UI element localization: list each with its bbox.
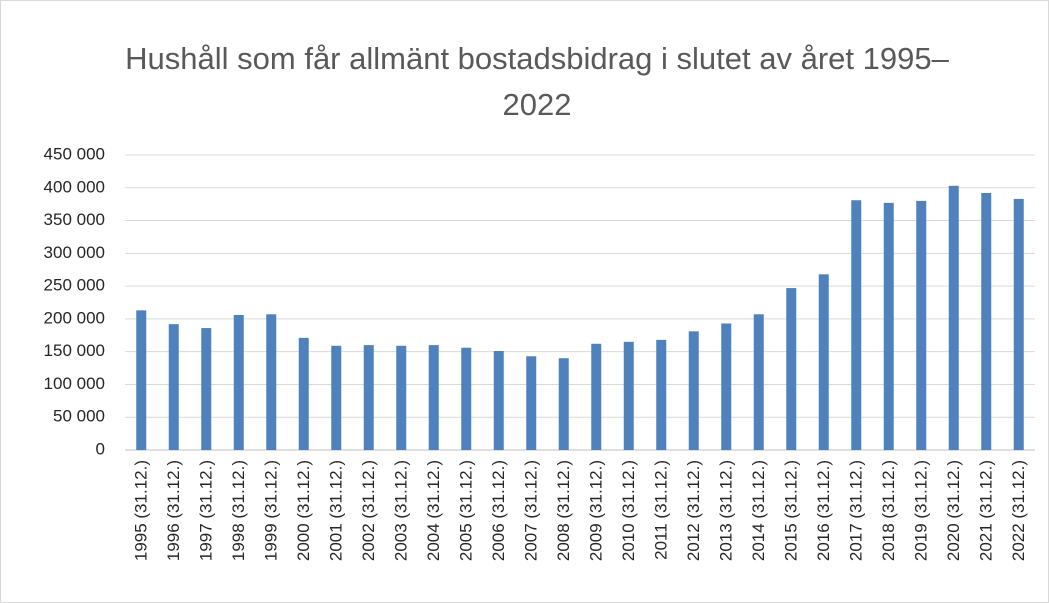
x-tick-label: 2003 (31.12.) (392, 460, 411, 561)
bar (753, 314, 764, 450)
bar (331, 345, 342, 450)
y-tick-label: 300 000 (44, 243, 105, 262)
x-tick-label: 1997 (31.12.) (197, 460, 216, 561)
bar (493, 351, 504, 450)
x-tick-label: 2019 (31.12.) (912, 460, 931, 561)
bar (688, 331, 699, 450)
bar (1013, 198, 1024, 450)
y-tick-label: 0 (96, 439, 105, 458)
bar (981, 193, 992, 450)
y-tick-label: 200 000 (44, 308, 105, 327)
x-tick-label: 2000 (31.12.) (294, 460, 313, 561)
bar (298, 337, 309, 450)
y-tick-label: 400 000 (44, 177, 105, 196)
x-tick-label: 1998 (31.12.) (229, 460, 248, 561)
bar (461, 347, 472, 450)
x-tick-label: 2006 (31.12.) (489, 460, 508, 561)
x-tick-label: 2010 (31.12.) (619, 460, 638, 561)
bar (558, 358, 569, 450)
x-tick-label: 2021 (31.12.) (977, 460, 996, 561)
bar (818, 274, 829, 450)
x-tick-label: 2018 (31.12.) (879, 460, 898, 561)
x-tick-label: 2020 (31.12.) (944, 460, 963, 561)
x-tick-label: 2012 (31.12.) (684, 460, 703, 561)
y-tick-label: 150 000 (44, 341, 105, 360)
bar (201, 328, 212, 450)
bar (948, 185, 959, 451)
x-tick-label: 2009 (31.12.) (587, 460, 606, 561)
bar (136, 310, 147, 450)
bar (883, 202, 894, 450)
bar (266, 314, 277, 450)
y-tick-label: 450 000 (44, 144, 105, 163)
bar (591, 343, 602, 450)
x-tick-label: 2004 (31.12.) (424, 460, 443, 561)
x-tick-label: 1996 (31.12.) (164, 460, 183, 561)
x-tick-label: 2002 (31.12.) (359, 460, 378, 561)
x-tick-label: 2013 (31.12.) (717, 460, 736, 561)
x-tick-label: 2016 (31.12.) (814, 460, 833, 561)
bar (851, 200, 862, 450)
x-tick-label: 2001 (31.12.) (327, 460, 346, 561)
y-tick-label: 100 000 (44, 374, 105, 393)
x-tick-label: 2022 (31.12.) (1009, 460, 1028, 561)
x-tick-label: 2007 (31.12.) (522, 460, 541, 561)
bar (623, 341, 634, 450)
x-tick-label: 2014 (31.12.) (749, 460, 768, 561)
x-tick-label: 2005 (31.12.) (457, 460, 476, 561)
x-tick-label: 1999 (31.12.) (262, 460, 281, 561)
bar (656, 339, 667, 450)
bar (396, 345, 407, 450)
bar (428, 345, 439, 450)
y-tick-label: 250 000 (44, 276, 105, 295)
x-tick-label: 2017 (31.12.) (847, 460, 866, 561)
x-tick-label: 2011 (31.12.) (652, 460, 671, 560)
chart-title: Hushåll som får allmänt bostadsbidrag i … (125, 41, 949, 122)
bar (916, 200, 927, 450)
bar (233, 314, 244, 450)
bar (168, 324, 179, 450)
bar (526, 356, 537, 450)
bar (363, 345, 374, 450)
x-tick-label: 2015 (31.12.) (782, 460, 801, 561)
x-tick-label: 2008 (31.12.) (554, 460, 573, 561)
bar (721, 323, 732, 450)
bar (786, 288, 797, 450)
y-tick-label: 350 000 (44, 210, 105, 229)
x-tick-label: 1995 (31.12.) (132, 460, 151, 561)
y-tick-label: 50 000 (53, 407, 105, 426)
